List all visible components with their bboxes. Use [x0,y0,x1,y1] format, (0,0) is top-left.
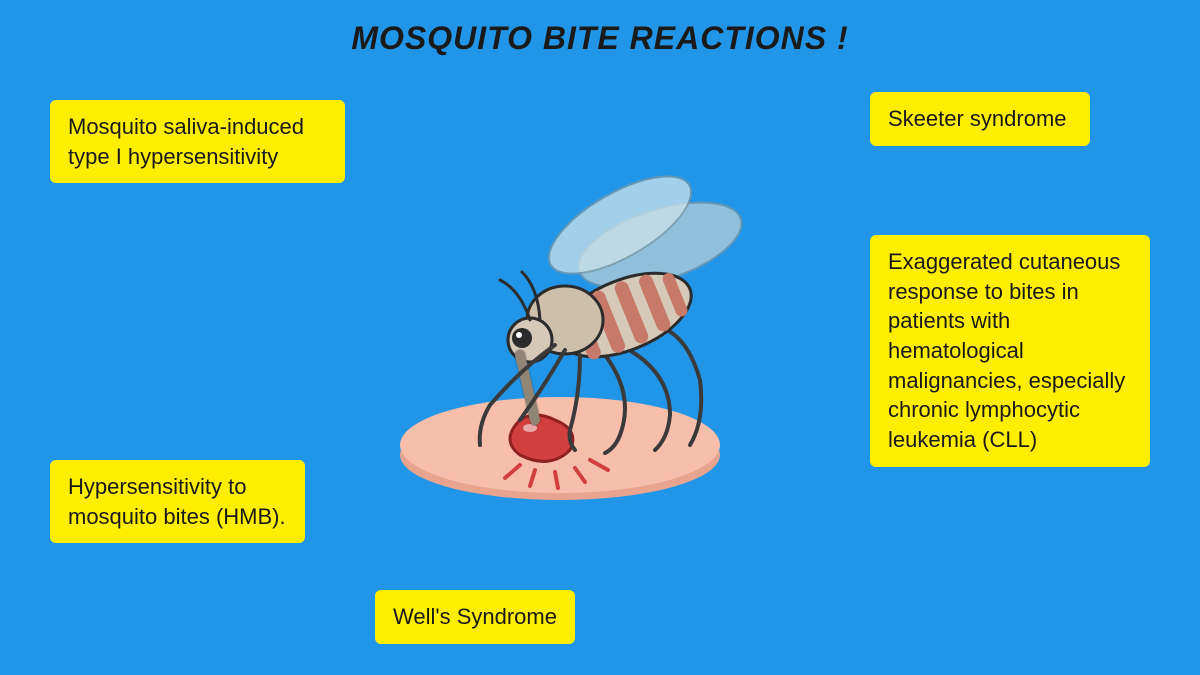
info-box-hmb: Hypersensitivity to mosquito bites (HMB)… [50,460,305,543]
mosquito-illustration [370,170,770,510]
info-box-wells: Well's Syndrome [375,590,575,644]
info-box-hypersensitivity-type1: Mosquito saliva-induced type I hypersens… [50,100,345,183]
info-box-skeeter: Skeeter syndrome [870,92,1090,146]
page-title: MOSQUITO BITE REACTIONS ! [0,20,1200,57]
info-box-cll: Exaggerated cutaneous response to bites … [870,235,1150,467]
